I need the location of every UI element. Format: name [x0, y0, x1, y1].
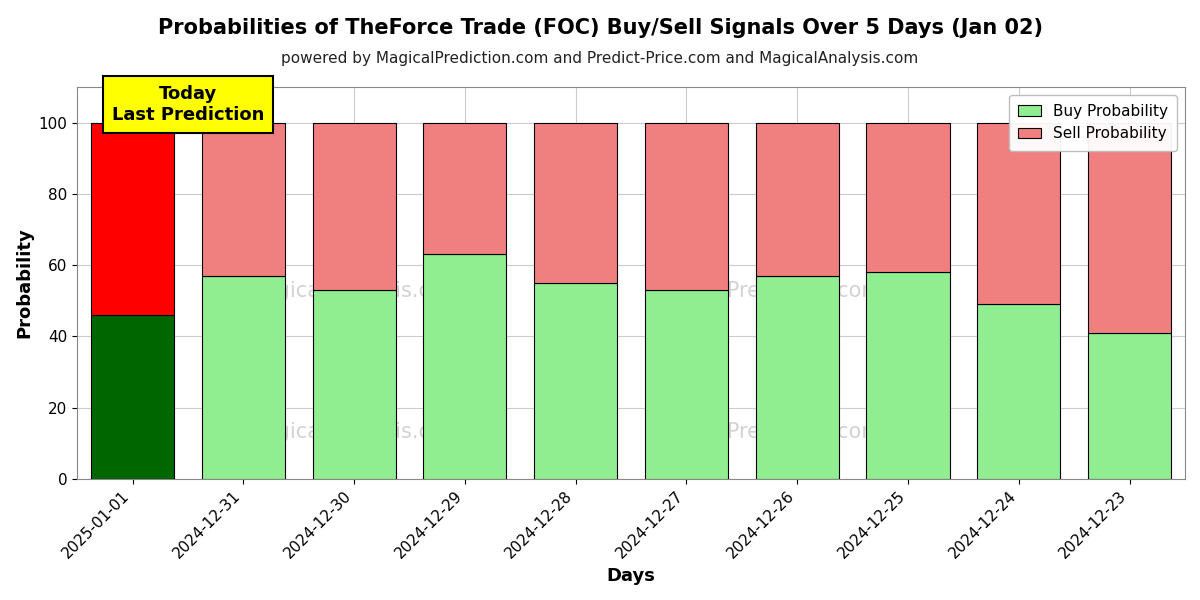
Bar — [1088, 333, 1171, 479]
Legend: Buy Probability, Sell Probability: Buy Probability, Sell Probability — [1009, 95, 1177, 151]
Bar — [312, 290, 396, 479]
Bar — [977, 304, 1061, 479]
Text: Today
Last Prediction: Today Last Prediction — [112, 85, 264, 124]
Bar — [866, 122, 949, 272]
Bar — [91, 315, 174, 479]
Text: Probabilities of TheForce Trade (FOC) Buy/Sell Signals Over 5 Days (Jan 02): Probabilities of TheForce Trade (FOC) Bu… — [157, 18, 1043, 38]
Bar — [977, 122, 1061, 304]
Bar — [534, 122, 617, 283]
X-axis label: Days: Days — [607, 567, 655, 585]
Bar — [644, 290, 728, 479]
Text: MagicalPrediction.com: MagicalPrediction.com — [647, 281, 881, 301]
Bar — [756, 276, 839, 479]
Text: MagicalPrediction.com: MagicalPrediction.com — [647, 422, 881, 442]
Bar — [756, 122, 839, 276]
Bar — [202, 276, 284, 479]
Y-axis label: Probability: Probability — [14, 227, 32, 338]
Bar — [534, 283, 617, 479]
Bar — [424, 254, 506, 479]
Bar — [91, 122, 174, 315]
Text: powered by MagicalPrediction.com and Predict-Price.com and MagicalAnalysis.com: powered by MagicalPrediction.com and Pre… — [281, 51, 919, 66]
Bar — [202, 122, 284, 276]
Bar — [644, 122, 728, 290]
Bar — [424, 122, 506, 254]
Bar — [312, 122, 396, 290]
Bar — [1088, 122, 1171, 333]
Text: MagicalAnalysis.com: MagicalAnalysis.com — [246, 422, 463, 442]
Text: MagicalAnalysis.com: MagicalAnalysis.com — [246, 281, 463, 301]
Bar — [866, 272, 949, 479]
